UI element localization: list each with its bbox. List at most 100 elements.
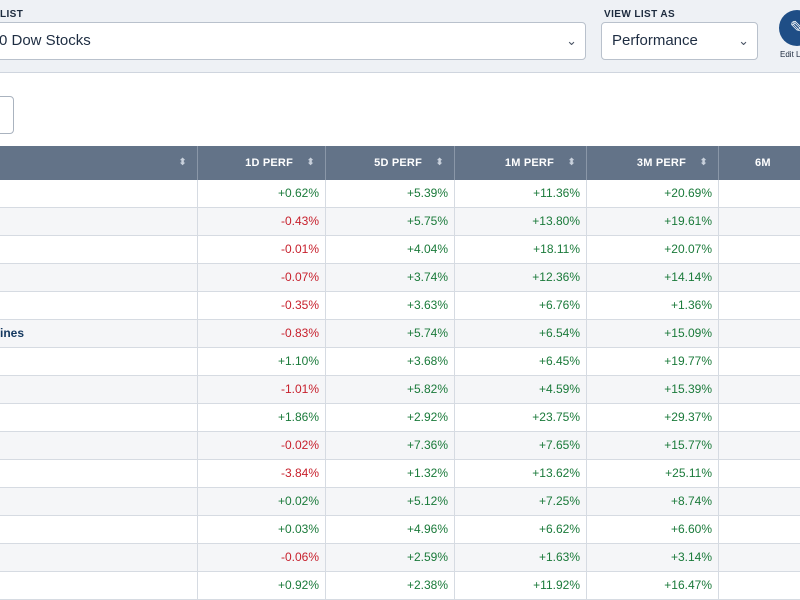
perf-cell-d1: -3.84% [198, 460, 326, 487]
perf-cell-m3: +8.74% [587, 488, 719, 515]
sort-icon: ⬍ [435, 157, 444, 168]
stock-name-link[interactable]: ines [0, 326, 25, 340]
table-row[interactable]: +0.03% +4.96% +6.62% +6.60% [0, 516, 800, 544]
table-row[interactable]: -0.43% +5.75% +13.80% +19.61% [0, 208, 800, 236]
stock-name-cell [0, 432, 198, 459]
perf-cell-m6 [719, 460, 800, 487]
perf-cell-d1: -0.07% [198, 264, 326, 291]
sort-icon: ⬍ [567, 157, 576, 168]
stock-name-cell [0, 572, 198, 599]
perf-cell-d1: -0.43% [198, 208, 326, 235]
stock-name-cell [0, 348, 198, 375]
perf-cell-d5: +5.75% [326, 208, 455, 235]
perf-cell-d5: +4.96% [326, 516, 455, 543]
perf-cell-m6 [719, 292, 800, 319]
perf-cell-m6 [719, 208, 800, 235]
table-row[interactable]: -3.84% +1.32% +13.62% +25.11% [0, 460, 800, 488]
column-header-6m-perf[interactable]: 6M [755, 157, 771, 169]
perf-cell-m1: +6.54% [455, 320, 587, 347]
table-row[interactable]: +1.86% +2.92% +23.75% +29.37% [0, 404, 800, 432]
perf-cell-m1: +12.36% [455, 264, 587, 291]
edit-list-button[interactable]: ✎ [779, 10, 800, 46]
perf-cell-d1: -0.35% [198, 292, 326, 319]
perf-cell-m1: +18.11% [455, 236, 587, 263]
perf-cell-m3: +25.11% [587, 460, 719, 487]
table-row[interactable]: -1.01% +5.82% +4.59% +15.39% [0, 376, 800, 404]
perf-cell-d1: +0.92% [198, 572, 326, 599]
perf-cell-m1: +7.65% [455, 432, 587, 459]
perf-cell-m1: +4.59% [455, 376, 587, 403]
sort-icon: ⬍ [178, 157, 187, 168]
column-header-name[interactable]: ⬍ [0, 146, 198, 180]
perf-cell-m3: +15.09% [587, 320, 719, 347]
list-label: LIST [0, 9, 24, 20]
table-row[interactable]: +0.62% +5.39% +11.36% +20.69% [0, 180, 800, 208]
edit-list-label: Edit L [780, 50, 800, 59]
pencil-icon: ✎ [789, 18, 800, 37]
perf-cell-m1: +7.25% [455, 488, 587, 515]
table-row[interactable]: -0.07% +3.74% +12.36% +14.14% [0, 264, 800, 292]
perf-cell-d1: -1.01% [198, 376, 326, 403]
perf-cell-m6 [719, 348, 800, 375]
stock-name-cell: ines [0, 320, 198, 347]
perf-cell-d5: +5.12% [326, 488, 455, 515]
perf-cell-m6 [719, 236, 800, 263]
perf-cell-m1: +6.76% [455, 292, 587, 319]
perf-cell-m6 [719, 376, 800, 403]
perf-cell-m3: +1.36% [587, 292, 719, 319]
column-header-3m-perf[interactable]: 3M PERF ⬍ [587, 146, 719, 180]
stock-name-cell [0, 208, 198, 235]
perf-cell-d5: +4.04% [326, 236, 455, 263]
perf-cell-d5: +1.32% [326, 460, 455, 487]
column-header-1d-perf[interactable]: 1D PERF ⬍ [198, 146, 326, 180]
perf-cell-d1: +1.10% [198, 348, 326, 375]
perf-cell-m3: +20.07% [587, 236, 719, 263]
chevron-down-icon: ⌄ [566, 33, 577, 48]
perf-cell-d5: +7.36% [326, 432, 455, 459]
perf-cell-d5: +5.39% [326, 180, 455, 207]
stock-name-cell [0, 376, 198, 403]
stock-name-cell [0, 180, 198, 207]
perf-cell-d5: +5.82% [326, 376, 455, 403]
perf-cell-m6 [719, 488, 800, 515]
perf-cell-m6 [719, 544, 800, 571]
table-row[interactable]: +0.02% +5.12% +7.25% +8.74% [0, 488, 800, 516]
view-list-as-label: VIEW LIST AS [604, 9, 676, 20]
perf-cell-m6 [719, 404, 800, 431]
table-row[interactable]: +1.10% +3.68% +6.45% +19.77% [0, 348, 800, 376]
perf-cell-m1: +11.92% [455, 572, 587, 599]
perf-cell-d1: +0.02% [198, 488, 326, 515]
table-row[interactable]: ines -0.83% +5.74% +6.54% +15.09% [0, 320, 800, 348]
perf-cell-m3: +3.14% [587, 544, 719, 571]
table-row[interactable]: -0.35% +3.63% +6.76% +1.36% [0, 292, 800, 320]
stock-name-cell [0, 292, 198, 319]
perf-cell-d5: +2.59% [326, 544, 455, 571]
perf-cell-m6 [719, 516, 800, 543]
list-select[interactable]: 0 Dow Stocks ⌄ [0, 22, 586, 60]
stock-name-cell [0, 236, 198, 263]
stock-name-cell [0, 460, 198, 487]
sort-icon: ⬍ [699, 157, 708, 168]
view-select-value: Performance [612, 32, 698, 49]
perf-cell-m1: +13.80% [455, 208, 587, 235]
perf-cell-m6 [719, 180, 800, 207]
perf-cell-m6 [719, 572, 800, 599]
list-select-value: 0 Dow Stocks [0, 32, 91, 49]
perf-cell-d1: -0.01% [198, 236, 326, 263]
filter-input[interactable] [0, 96, 14, 134]
perf-cell-m1: +13.62% [455, 460, 587, 487]
table-row[interactable]: -0.01% +4.04% +18.11% +20.07% [0, 236, 800, 264]
perf-cell-d1: +0.03% [198, 516, 326, 543]
table-row[interactable]: -0.06% +2.59% +1.63% +3.14% [0, 544, 800, 572]
column-header-5d-perf[interactable]: 5D PERF ⬍ [326, 146, 455, 180]
perf-cell-d1: -0.02% [198, 432, 326, 459]
column-header-1m-perf[interactable]: 1M PERF ⬍ [455, 146, 587, 180]
perf-cell-m3: +15.77% [587, 432, 719, 459]
perf-cell-d5: +3.68% [326, 348, 455, 375]
view-list-as-select[interactable]: Performance ⌄ [601, 22, 758, 60]
perf-cell-m6 [719, 320, 800, 347]
table-row[interactable]: -0.02% +7.36% +7.65% +15.77% [0, 432, 800, 460]
perf-cell-d1: -0.83% [198, 320, 326, 347]
stock-name-cell [0, 404, 198, 431]
table-row[interactable]: +0.92% +2.38% +11.92% +16.47% [0, 572, 800, 600]
